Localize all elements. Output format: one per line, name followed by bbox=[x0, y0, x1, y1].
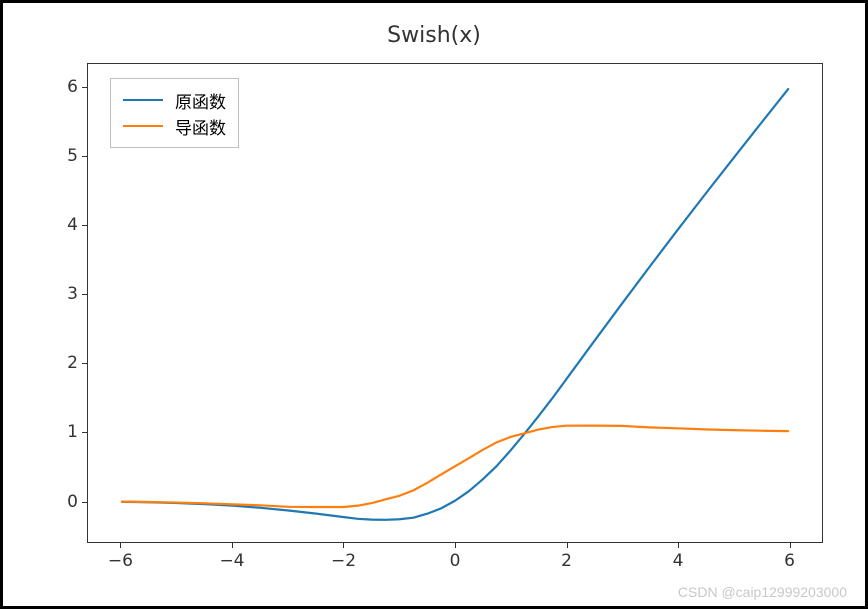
legend-swatch bbox=[123, 125, 163, 127]
legend: 原函数导函数 bbox=[110, 78, 239, 148]
xtick-label: 4 bbox=[673, 551, 684, 571]
ytick-mark bbox=[82, 363, 87, 364]
xtick-mark bbox=[343, 543, 344, 548]
xtick-mark bbox=[232, 543, 233, 548]
ytick-label: 6 bbox=[60, 77, 78, 97]
legend-item: 导函数 bbox=[123, 113, 226, 139]
xtick-label: −4 bbox=[219, 551, 244, 571]
ytick-mark bbox=[82, 87, 87, 88]
legend-swatch bbox=[123, 99, 163, 101]
legend-label: 导函数 bbox=[175, 114, 226, 139]
chart-frame: Swish(x) 原函数导函数 CSDN @caip12999203000 −6… bbox=[0, 0, 868, 609]
ytick-label: 2 bbox=[60, 353, 78, 373]
ytick-label: 0 bbox=[60, 492, 78, 512]
ytick-label: 1 bbox=[60, 422, 78, 442]
chart-title: Swish(x) bbox=[3, 23, 865, 48]
xtick-label: 2 bbox=[561, 551, 572, 571]
series-swish bbox=[122, 89, 788, 520]
ytick-mark bbox=[82, 225, 87, 226]
xtick-mark bbox=[678, 543, 679, 548]
ytick-label: 4 bbox=[60, 215, 78, 235]
series-swish_derivative bbox=[122, 426, 788, 507]
ytick-label: 5 bbox=[60, 146, 78, 166]
xtick-mark bbox=[120, 543, 121, 548]
ytick-mark bbox=[82, 294, 87, 295]
watermark: CSDN @caip12999203000 bbox=[678, 584, 847, 600]
xtick-mark bbox=[790, 543, 791, 548]
xtick-label: −6 bbox=[108, 551, 133, 571]
legend-label: 原函数 bbox=[175, 88, 226, 113]
xtick-label: 6 bbox=[784, 551, 795, 571]
xtick-label: 0 bbox=[450, 551, 461, 571]
xtick-mark bbox=[455, 543, 456, 548]
ytick-mark bbox=[82, 156, 87, 157]
plot-area: 原函数导函数 bbox=[87, 63, 823, 543]
legend-item: 原函数 bbox=[123, 87, 226, 113]
ytick-mark bbox=[82, 502, 87, 503]
xtick-label: −2 bbox=[331, 551, 356, 571]
ytick-mark bbox=[82, 432, 87, 433]
ytick-label: 3 bbox=[60, 284, 78, 304]
xtick-mark bbox=[567, 543, 568, 548]
